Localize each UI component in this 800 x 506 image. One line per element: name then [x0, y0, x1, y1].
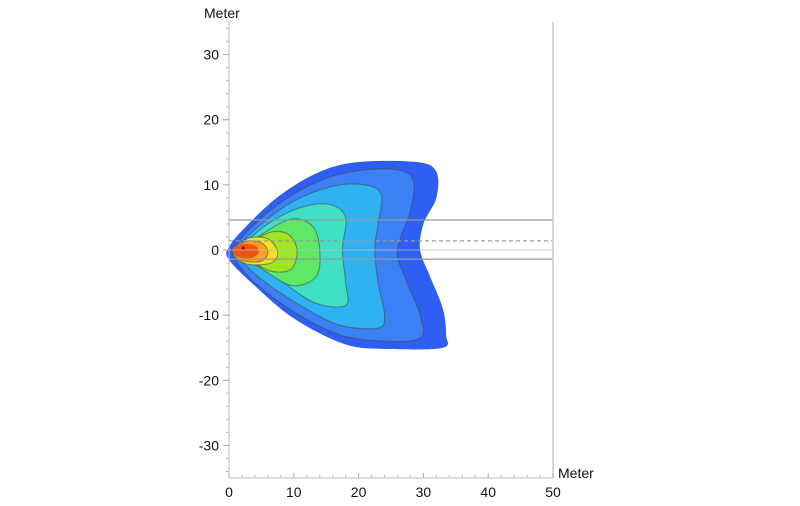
- x-tick-label: 0: [225, 484, 233, 500]
- x-tick-label: 10: [286, 484, 302, 500]
- axes: 0 10 20 30 40 50 30 20 10 0 -10 -20 -30: [199, 22, 561, 500]
- x-tick-label: 20: [351, 484, 367, 500]
- x-tick-label: 50: [545, 484, 561, 500]
- y-tick-label: 30: [203, 47, 219, 63]
- y-tick-label: 0: [211, 242, 219, 258]
- x-axis-label: Meter: [558, 465, 594, 481]
- y-tick-label: 10: [203, 177, 219, 193]
- reference-lines: [229, 219, 553, 260]
- heatmap-bands: [226, 160, 448, 350]
- x-tick-label: 30: [416, 484, 432, 500]
- heatmap-band-8: [232, 243, 259, 259]
- peak-marker: [241, 246, 245, 250]
- y-tick-label: -10: [199, 307, 219, 323]
- x-tick-label: 40: [480, 484, 496, 500]
- y-tick-label: -20: [199, 372, 219, 388]
- y-tick-label: 20: [203, 112, 219, 128]
- y-tick-label: -30: [199, 437, 219, 453]
- y-axis-label: Meter: [204, 5, 240, 21]
